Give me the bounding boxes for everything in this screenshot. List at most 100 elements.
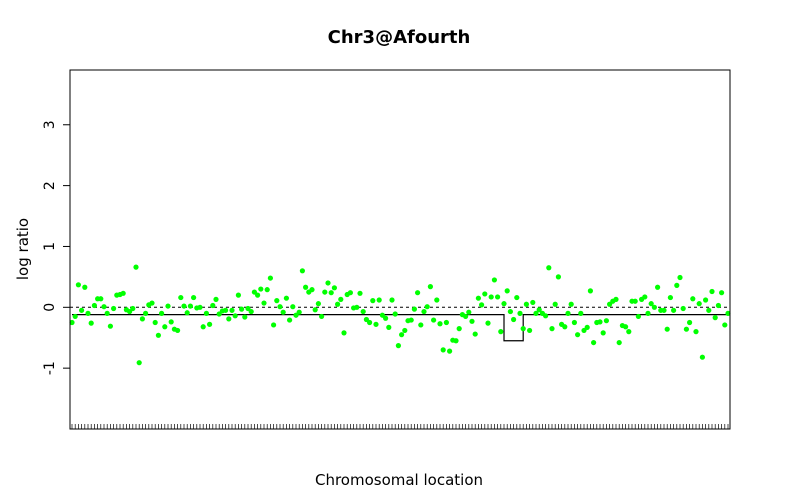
data-point: [383, 315, 389, 321]
data-point: [338, 296, 344, 302]
data-point: [661, 307, 667, 313]
data-point: [613, 296, 619, 302]
data-point: [431, 317, 437, 323]
data-point: [181, 303, 187, 309]
data-point: [303, 284, 309, 290]
data-point: [264, 287, 270, 293]
data-point: [674, 282, 680, 288]
data-point: [543, 313, 549, 319]
data-point: [280, 309, 286, 315]
data-point: [207, 321, 213, 327]
data-point: [514, 294, 520, 301]
data-point: [680, 305, 686, 312]
data-point: [635, 313, 642, 320]
data-point: [571, 319, 578, 326]
data-point: [75, 282, 81, 288]
data-point: [491, 277, 497, 283]
data-point: [597, 319, 603, 325]
data-point: [322, 289, 328, 295]
data-point: [664, 326, 670, 332]
data-point: [267, 275, 273, 281]
data-point: [667, 294, 674, 301]
data-point: [517, 310, 523, 316]
data-point: [367, 319, 373, 326]
data-point: [463, 313, 469, 320]
data-point: [555, 274, 562, 280]
data-point: [175, 327, 181, 334]
data-point: [88, 320, 94, 326]
data-point: [655, 284, 661, 290]
data-point: [335, 301, 341, 307]
data-point: [482, 291, 488, 297]
y-tick-label: 0: [42, 303, 58, 312]
data-point: [546, 265, 552, 271]
data-point: [696, 301, 702, 307]
data-point: [133, 264, 139, 270]
data-point: [376, 297, 382, 303]
data-point: [187, 303, 193, 309]
data-point: [168, 319, 174, 325]
data-point: [255, 292, 261, 298]
data-point: [565, 310, 571, 316]
data-point: [552, 301, 558, 307]
data-point: [587, 288, 594, 294]
data-point: [440, 347, 446, 353]
data-point: [687, 319, 693, 326]
data-point: [709, 288, 715, 295]
y-tick-label: 2: [42, 181, 58, 190]
data-point: [325, 280, 331, 286]
data-point: [315, 301, 321, 307]
data-point: [395, 343, 401, 349]
data-point: [408, 317, 414, 323]
data-point: [690, 296, 696, 302]
data-point: [453, 338, 459, 344]
data-point: [210, 302, 216, 309]
data-point: [130, 305, 136, 312]
data-point: [533, 310, 539, 316]
data-point: [527, 327, 533, 334]
data-point: [504, 288, 510, 294]
data-point: [184, 310, 190, 316]
data-point: [600, 330, 606, 336]
data-point: [456, 326, 462, 332]
y-tick-label: -1: [42, 361, 58, 375]
data-point: [341, 330, 347, 336]
data-point: [386, 324, 392, 330]
data-point: [389, 297, 395, 303]
data-point: [191, 294, 197, 301]
data-point: [357, 290, 363, 296]
data-point: [392, 311, 398, 317]
data-point: [530, 299, 536, 306]
data-point: [143, 310, 149, 316]
data-point: [111, 305, 117, 312]
data-point: [421, 308, 427, 315]
data-point: [424, 304, 430, 310]
data-point: [549, 326, 555, 332]
data-point: [331, 285, 337, 291]
data-point: [69, 319, 75, 326]
data-point: [261, 300, 267, 306]
data-point: [370, 298, 376, 304]
data-point: [200, 324, 206, 330]
data-point: [488, 294, 494, 300]
data-point: [120, 290, 126, 296]
data-point: [82, 284, 88, 290]
data-point: [347, 290, 353, 296]
data-point: [136, 360, 142, 366]
data-point: [178, 294, 184, 301]
data-point: [162, 324, 168, 330]
data-point: [159, 310, 165, 316]
data-point: [466, 309, 472, 315]
data-point: [203, 310, 209, 316]
data-point: [296, 309, 302, 315]
data-point: [434, 297, 440, 303]
data-point: [79, 307, 85, 313]
data-point: [719, 290, 725, 296]
data-point: [354, 304, 360, 310]
data-point: [469, 318, 475, 324]
data-point: [242, 314, 248, 320]
data-point: [575, 332, 581, 338]
data-point: [472, 331, 478, 337]
data-point: [139, 316, 145, 322]
data-point: [235, 292, 241, 298]
